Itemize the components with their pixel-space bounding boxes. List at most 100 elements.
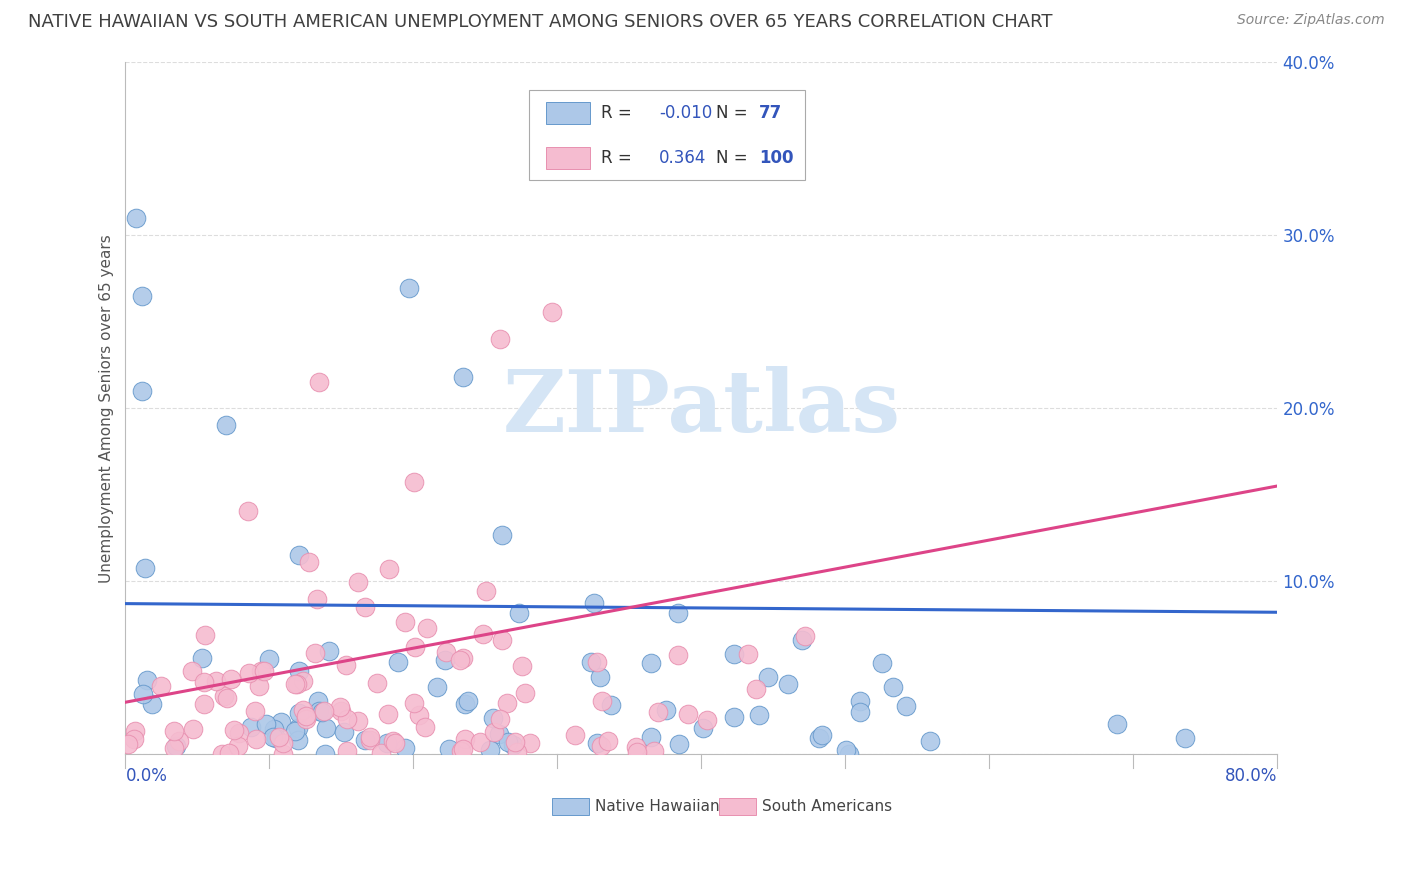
Point	[247, 679, 270, 693]
FancyBboxPatch shape	[546, 103, 589, 124]
Point	[291, 703, 314, 717]
Point	[382, 733, 405, 747]
Point	[125, 211, 148, 225]
Point	[454, 697, 477, 711]
Point	[643, 744, 665, 758]
Point	[472, 627, 495, 641]
FancyBboxPatch shape	[546, 147, 589, 169]
Point	[377, 706, 399, 721]
Point	[515, 686, 537, 700]
Point	[333, 724, 356, 739]
Point	[212, 690, 235, 704]
Point	[666, 648, 689, 663]
Text: 77: 77	[759, 104, 782, 122]
Point	[668, 737, 690, 751]
Point	[307, 693, 329, 707]
Point	[315, 721, 337, 735]
Point	[564, 728, 586, 742]
Point	[470, 735, 492, 749]
FancyBboxPatch shape	[551, 797, 589, 815]
Point	[263, 723, 285, 737]
Point	[288, 548, 311, 562]
Point	[329, 700, 352, 714]
Point	[402, 696, 425, 710]
Point	[150, 680, 173, 694]
Point	[737, 648, 759, 662]
Text: N =: N =	[717, 149, 748, 168]
Point	[502, 738, 524, 752]
Point	[508, 606, 530, 620]
Point	[288, 706, 311, 720]
Point	[287, 722, 309, 736]
Point	[162, 741, 184, 756]
Point	[253, 665, 276, 679]
Point	[416, 621, 439, 635]
Point	[835, 743, 858, 757]
Text: 0.364: 0.364	[659, 149, 706, 168]
Point	[794, 629, 817, 643]
Point	[1174, 731, 1197, 745]
Point	[287, 733, 309, 747]
Text: R =: R =	[602, 149, 631, 168]
Point	[872, 656, 894, 670]
Point	[141, 698, 163, 712]
Point	[748, 708, 770, 723]
Point	[259, 652, 281, 666]
Point	[479, 742, 502, 756]
Text: 100: 100	[759, 149, 793, 168]
Point	[810, 727, 832, 741]
Point	[640, 730, 662, 744]
Point	[243, 704, 266, 718]
Point	[165, 739, 187, 753]
Point	[311, 705, 333, 719]
Point	[131, 384, 153, 398]
Point	[849, 693, 872, 707]
Point	[756, 670, 779, 684]
Point	[488, 726, 510, 740]
Point	[270, 714, 292, 729]
Text: Native Hawaiians: Native Hawaiians	[596, 798, 728, 814]
Point	[378, 562, 401, 576]
Point	[626, 739, 648, 754]
Point	[308, 704, 330, 718]
Point	[434, 653, 457, 667]
Point	[314, 747, 336, 761]
Point	[250, 665, 273, 679]
Point	[723, 648, 745, 662]
Point	[453, 370, 475, 384]
Point	[211, 747, 233, 761]
Point	[359, 733, 381, 747]
Point	[790, 633, 813, 648]
Point	[496, 734, 519, 748]
Point	[647, 705, 669, 719]
Point	[117, 737, 139, 751]
Point	[288, 664, 311, 678]
Point	[181, 665, 204, 679]
Point	[287, 676, 309, 690]
Point	[589, 670, 612, 684]
Point	[163, 724, 186, 739]
Point	[723, 709, 745, 723]
Y-axis label: Unemployment Among Seniors over 65 years: Unemployment Among Seniors over 65 years	[100, 234, 114, 582]
Point	[450, 652, 472, 666]
Point	[291, 673, 314, 688]
Point	[335, 657, 357, 672]
Point	[451, 651, 474, 665]
Point	[359, 730, 381, 744]
Point	[183, 722, 205, 736]
Point	[402, 475, 425, 489]
Point	[434, 645, 457, 659]
Point	[778, 676, 800, 690]
Point	[354, 600, 377, 615]
Point	[304, 646, 326, 660]
Point	[370, 747, 392, 761]
Point	[692, 721, 714, 735]
Point	[474, 583, 496, 598]
Point	[267, 731, 290, 745]
Point	[408, 708, 430, 723]
Point	[849, 706, 872, 720]
Point	[457, 693, 479, 707]
Point	[136, 673, 159, 687]
Point	[453, 741, 475, 756]
Point	[807, 731, 830, 745]
